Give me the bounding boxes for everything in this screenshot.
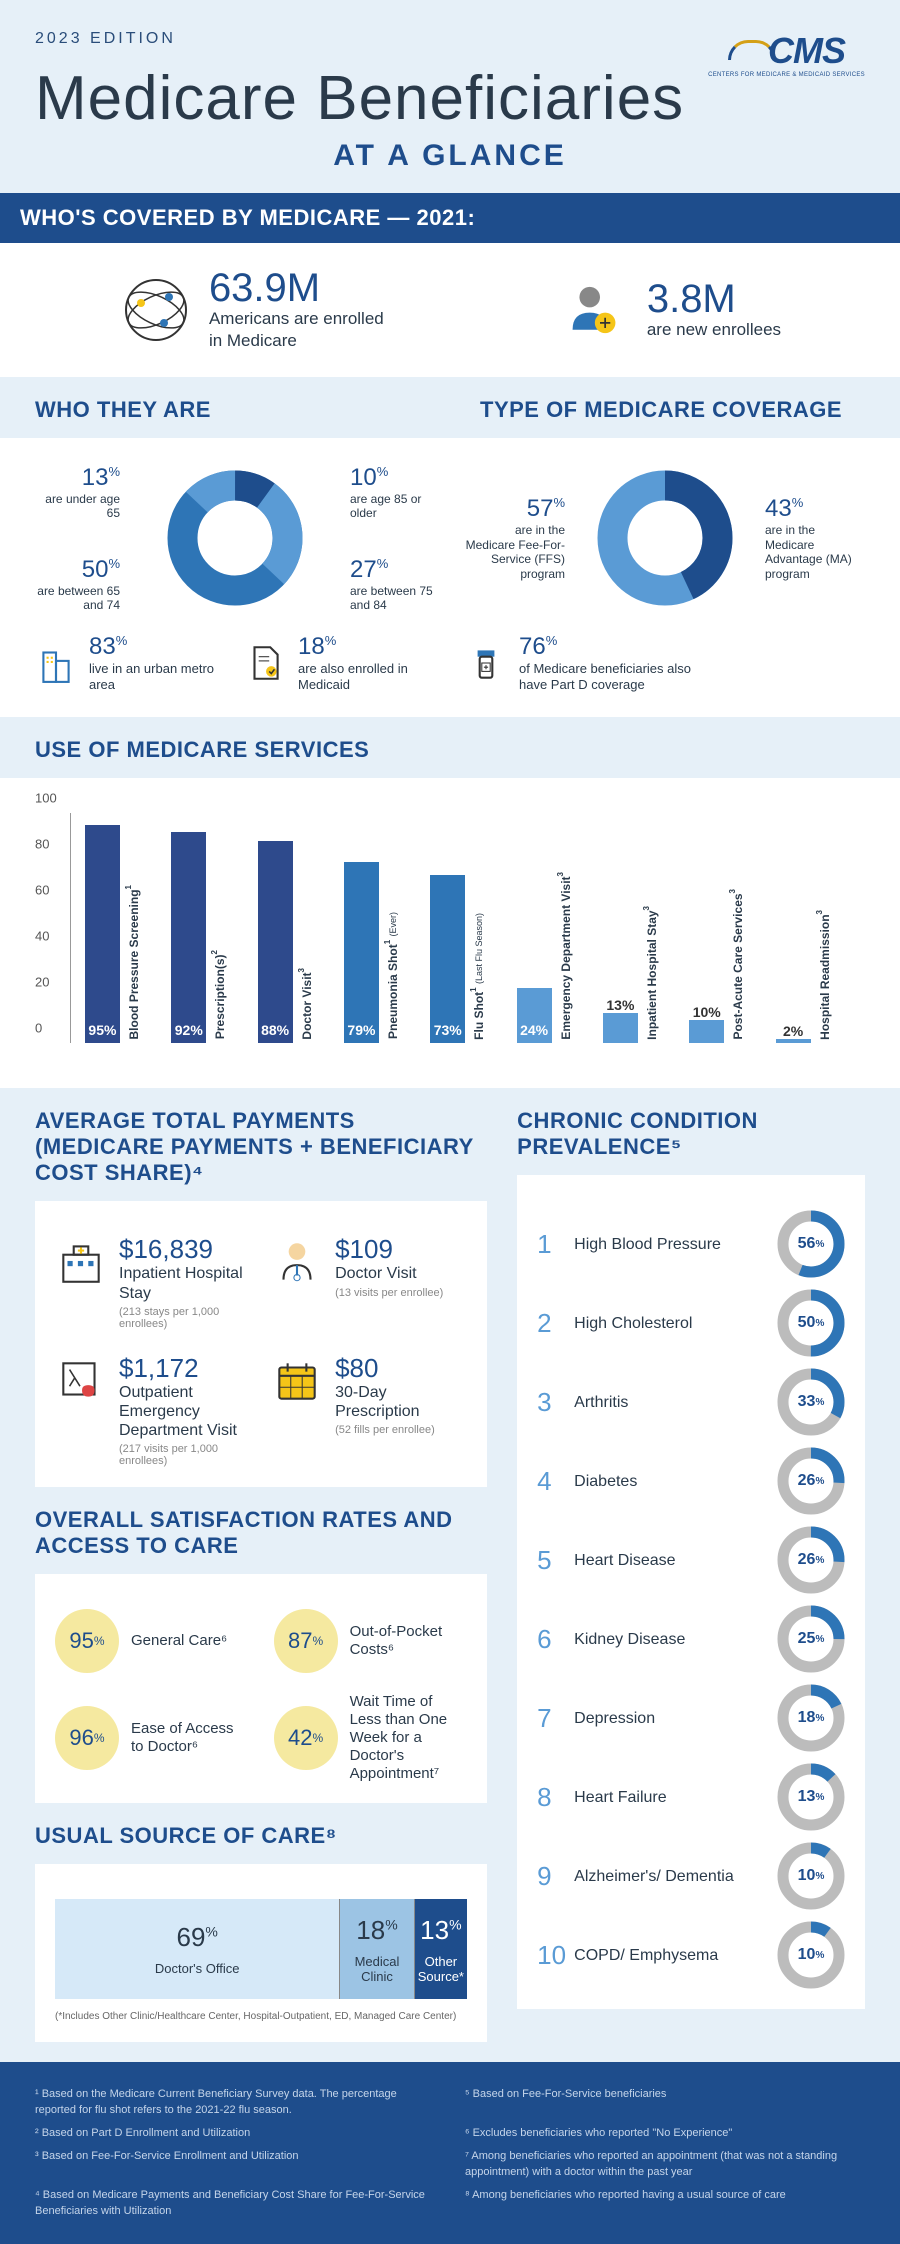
- source-title: USUAL SOURCE OF CARE⁸: [35, 1823, 487, 1849]
- covered-stats: 63.9M Americans are enrolled in Medicare…: [35, 268, 865, 352]
- banner-who-covered: WHO'S COVERED BY MEDICARE — 2021:: [0, 193, 900, 243]
- cms-logo: CMS CENTERS FOR MEDICARE & MEDICAID SERV…: [708, 30, 865, 78]
- building-icon: [35, 642, 77, 684]
- services-title: USE OF MEDICARE SERVICES: [35, 737, 865, 763]
- services-bar-chart: 020406080100 95%Blood Pressure Screening…: [35, 813, 865, 1063]
- payments-title: AVERAGE TOTAL PAYMENTS (MEDICARE PAYMENT…: [35, 1108, 487, 1186]
- satisfaction-title: OVERALL SATISFACTION RATES AND ACCESS TO…: [35, 1507, 487, 1559]
- page-subtitle: AT A GLANCE: [35, 139, 865, 173]
- document-icon: [244, 642, 286, 684]
- who-donut-chart: [160, 463, 310, 613]
- footnotes: ¹ Based on the Medicare Current Benefici…: [0, 2062, 900, 2244]
- who-they-are-title: WHO THEY ARE: [35, 397, 420, 423]
- payment-icon: [55, 1236, 107, 1288]
- person-plus-icon: [557, 273, 632, 348]
- new-enrollees-count: 3.8M: [647, 279, 781, 319]
- chronic-title: CHRONIC CONDITION PREVALENCE⁵: [517, 1108, 865, 1160]
- globe-icon: [119, 273, 194, 348]
- coverage-type-title: TYPE OF MEDICARE COVERAGE: [480, 397, 865, 423]
- source-of-care-bar: 69%Doctor's Office18%Medical Clinic13%Ot…: [55, 1899, 467, 1999]
- payment-icon: [271, 1236, 323, 1288]
- enrolled-count: 63.9M: [209, 268, 389, 308]
- header: 2023 EDITION CMS CENTERS FOR MEDICARE & …: [35, 30, 865, 173]
- pill-bottle-icon: [465, 642, 507, 684]
- coverage-donut-chart: [590, 463, 740, 613]
- payment-icon: [55, 1355, 107, 1407]
- payment-icon: [271, 1355, 323, 1407]
